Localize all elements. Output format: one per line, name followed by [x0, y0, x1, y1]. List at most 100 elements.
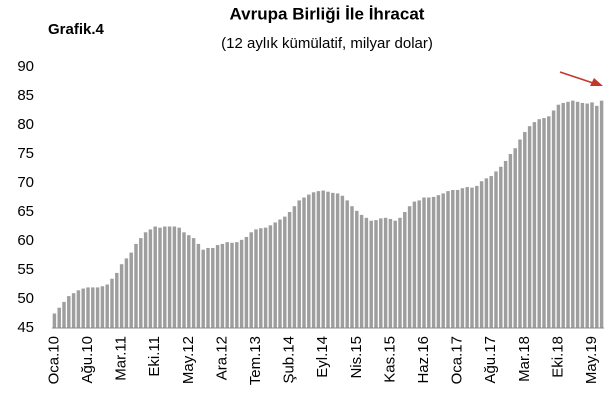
bar [599, 100, 604, 328]
bar [513, 148, 517, 328]
trend-arrow [559, 71, 603, 86]
bar [556, 104, 561, 328]
bar [369, 220, 373, 328]
bar [427, 197, 431, 328]
bar [331, 192, 335, 328]
bar [268, 225, 273, 328]
chart-label: Grafik.4 [48, 21, 105, 38]
bar [431, 196, 436, 328]
bar [335, 193, 340, 328]
bar [71, 293, 76, 328]
bar [441, 193, 445, 328]
x-tick-label: Mar.11 [113, 336, 130, 381]
bar [566, 101, 570, 328]
bar [220, 243, 225, 328]
bar [393, 220, 397, 328]
bar [436, 195, 441, 328]
bar [355, 210, 359, 328]
bar [239, 239, 244, 328]
bar [321, 190, 325, 328]
x-tick-label: Eyl.14 [314, 336, 331, 378]
bar [172, 226, 177, 328]
bar [580, 102, 585, 329]
bar [417, 200, 421, 328]
y-tick-label: 55 [17, 261, 34, 278]
bar [95, 287, 100, 328]
bar [225, 242, 229, 328]
y-tick-label: 45 [17, 319, 34, 336]
bar [465, 187, 469, 328]
bar [316, 191, 321, 328]
x-tick-label: Nis.15 [348, 336, 365, 379]
bar [278, 219, 282, 328]
bar [307, 194, 311, 328]
bar [479, 181, 484, 328]
bar [585, 103, 589, 328]
bar [489, 176, 493, 328]
y-tick-label: 50 [17, 290, 34, 307]
x-tick-label: Şub.14 [281, 336, 298, 384]
bar [57, 307, 61, 328]
x-tick-label: Oca.10 [45, 336, 62, 384]
bar [551, 110, 556, 328]
bar [398, 217, 402, 328]
bar [499, 166, 503, 328]
bar [139, 238, 143, 328]
bar [388, 218, 393, 328]
bar [532, 122, 537, 328]
x-tick-label: Kas.15 [381, 336, 398, 383]
x-tick-label: Eki.18 [549, 336, 566, 378]
bar [518, 139, 522, 328]
bar [364, 217, 369, 328]
bar [542, 118, 546, 328]
bar [359, 214, 364, 328]
bar [196, 243, 201, 328]
bar [129, 252, 133, 328]
bar [460, 188, 465, 328]
bar [182, 232, 186, 328]
x-tick-label: Eki.11 [146, 336, 163, 377]
bar [345, 200, 349, 328]
bar [235, 242, 239, 328]
bar [119, 264, 124, 328]
bar [470, 187, 474, 328]
bar [297, 200, 301, 328]
bar [148, 229, 153, 328]
bar [215, 245, 220, 328]
bar [86, 287, 90, 328]
bar [158, 227, 162, 328]
bar [201, 249, 205, 328]
y-tick-label: 90 [17, 58, 34, 75]
y-tick-label: 80 [17, 116, 34, 133]
bar [76, 290, 81, 328]
chart-title: Avrupa Birliği İle İhracat [230, 4, 425, 23]
x-tick-label: Ağu.10 [79, 336, 96, 384]
bar [67, 296, 71, 328]
bar [249, 232, 253, 328]
bar [527, 126, 532, 328]
y-tick-label: 60 [17, 232, 34, 249]
x-tick-label: Ağu.17 [482, 336, 499, 384]
bar [547, 116, 551, 328]
bar [311, 192, 316, 328]
bar [124, 258, 129, 328]
bar [62, 301, 66, 328]
x-tick-label: Mar.18 [516, 336, 533, 382]
bar [287, 212, 292, 328]
y-tick-label: 70 [17, 174, 34, 191]
y-tick-label: 75 [17, 145, 34, 162]
bar [52, 313, 57, 328]
bar [187, 235, 191, 328]
bar [412, 201, 417, 328]
bar [91, 287, 95, 328]
bar [263, 227, 268, 328]
bar [422, 197, 426, 328]
bar [115, 272, 119, 328]
bar [340, 195, 345, 328]
bar [191, 238, 196, 328]
bar [379, 218, 383, 328]
y-tick-label: 85 [17, 87, 34, 104]
bar [110, 278, 114, 328]
bar [143, 232, 148, 328]
